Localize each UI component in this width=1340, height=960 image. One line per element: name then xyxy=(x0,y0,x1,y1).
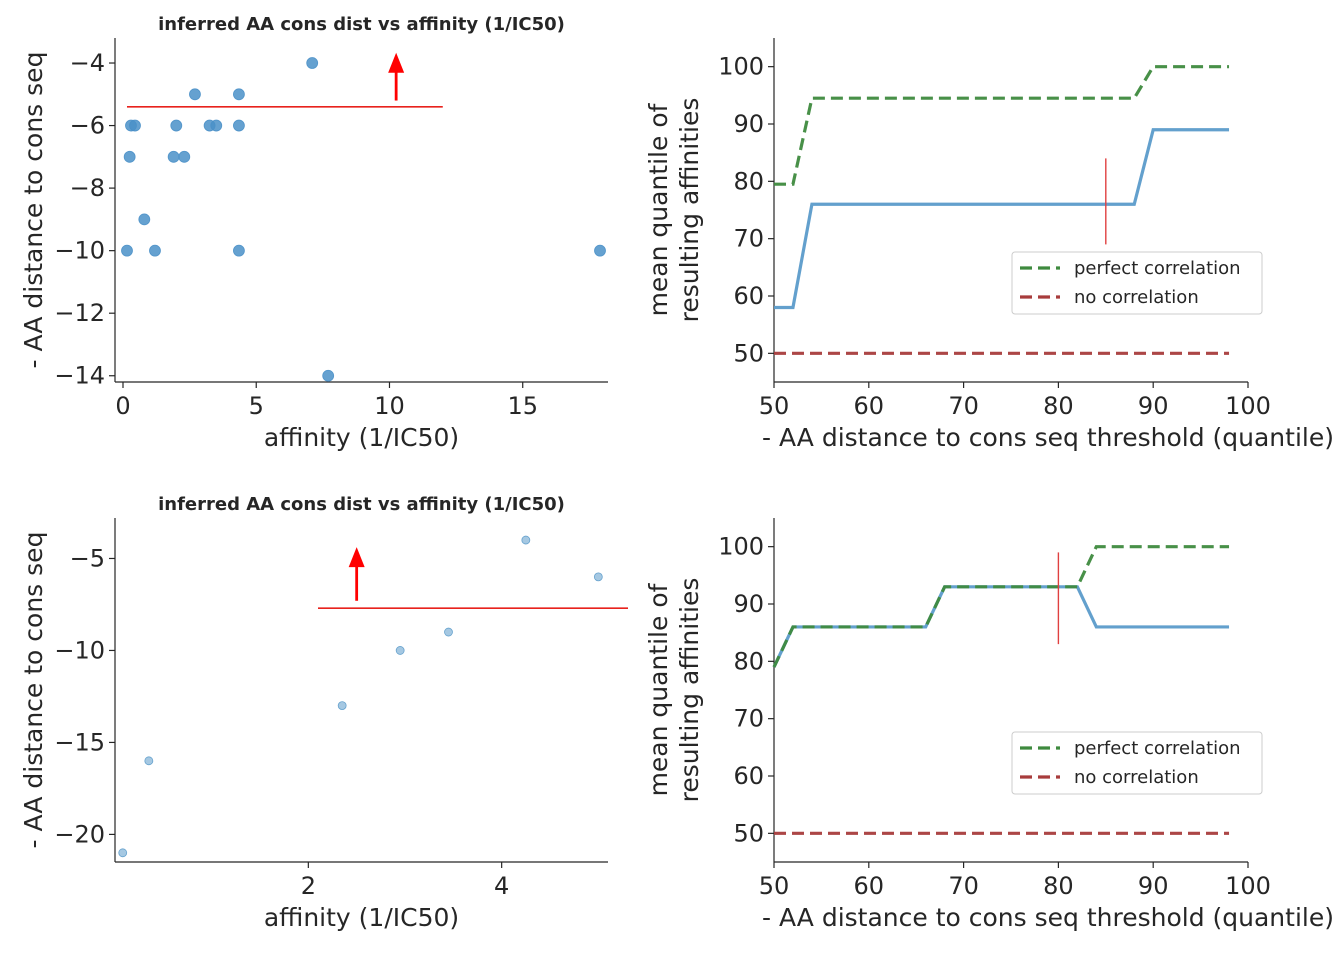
y-axis-label: - AA distance to cons seq xyxy=(19,532,48,849)
x-tick-label: 50 xyxy=(759,392,790,420)
x-axis-label: affinity (1/IC50) xyxy=(264,903,459,932)
x-tick-label: 60 xyxy=(854,392,885,420)
y-axis-label: mean quantile of xyxy=(644,582,673,796)
y-tick-label: 50 xyxy=(733,819,764,847)
threshold-arrow-head xyxy=(388,52,405,73)
y-tick-label: −10 xyxy=(54,636,105,664)
x-tick-label: 4 xyxy=(494,872,509,900)
legend: perfect correlation no correlation xyxy=(1011,731,1263,795)
scatter-point xyxy=(233,88,245,101)
x-tick-label: 100 xyxy=(1225,392,1271,420)
scatter-point xyxy=(118,848,128,858)
x-tick-label: 5 xyxy=(249,392,264,420)
scatter-point xyxy=(594,244,606,257)
y-tick-label: 80 xyxy=(733,167,764,195)
chart-title: inferred AA cons dist vs affinity (1/IC5… xyxy=(158,494,565,515)
y-tick-label: 100 xyxy=(718,53,764,81)
legend-label: no correlation xyxy=(1074,287,1199,308)
x-tick-label: 15 xyxy=(507,392,538,420)
scatter-point xyxy=(138,213,151,226)
x-axis-label: affinity (1/IC50) xyxy=(264,423,459,452)
scatter-point xyxy=(593,572,603,582)
scatter-point xyxy=(233,119,245,132)
scatter-point xyxy=(178,150,191,163)
y-tick-label: −4 xyxy=(70,49,105,77)
y-tick-label: 60 xyxy=(733,762,764,790)
scatter-point xyxy=(121,244,133,257)
scatter-point xyxy=(210,119,223,132)
x-tick-label: 10 xyxy=(374,392,405,420)
scatter-point xyxy=(149,244,161,257)
chart-top-left: 0 5 10 15 −14 −12 −10 −8 −6 −4 inferred AA cons di… xyxy=(19,14,608,452)
x-tick-label: 80 xyxy=(1043,872,1074,900)
scatter-point xyxy=(123,150,136,163)
y-tick-label: 60 xyxy=(733,282,764,310)
series-line-perfect-correlation xyxy=(774,65,1230,186)
y-tick-label: 100 xyxy=(718,533,764,561)
x-axis-label: - AA distance to cons seq threshold (qua… xyxy=(762,423,1334,452)
chart-bottom-right: 50 60 70 80 90 100 50 60 70 80 90 100 - AA distance … xyxy=(644,518,1334,932)
scatter-point xyxy=(129,119,141,132)
y-tick-label: −6 xyxy=(70,112,105,140)
x-tick-label: 100 xyxy=(1225,872,1271,900)
y-tick-label: 70 xyxy=(733,705,764,733)
y-axis-label: resulting affinities xyxy=(675,578,704,803)
legend-label: perfect correlation xyxy=(1074,738,1241,759)
y-tick-label: −15 xyxy=(54,728,105,756)
series-line-perfect-correlation xyxy=(772,545,1230,668)
scatter-point xyxy=(337,701,347,711)
y-tick-label: 90 xyxy=(733,110,764,138)
scatter-point xyxy=(521,535,531,545)
threshold-arrow-head xyxy=(348,547,365,568)
legend-box xyxy=(1011,731,1263,795)
x-tick-label: 90 xyxy=(1138,872,1169,900)
x-axis-label: - AA distance to cons seq threshold (qua… xyxy=(762,903,1334,932)
y-tick-label: −12 xyxy=(54,299,105,327)
legend-label: perfect correlation xyxy=(1074,258,1241,279)
chart-top-right: 50 60 70 80 90 100 50 60 70 80 90 100 - AA distance … xyxy=(644,38,1334,452)
scatter-point xyxy=(170,119,183,132)
y-tick-label: −10 xyxy=(54,237,105,265)
scatter-point xyxy=(144,756,154,766)
x-tick-label: 2 xyxy=(301,872,316,900)
y-tick-label: −8 xyxy=(70,174,105,202)
scatter-point xyxy=(189,88,201,101)
y-axis-label: resulting affinities xyxy=(675,98,704,323)
y-tick-label: 50 xyxy=(733,339,764,367)
x-tick-label: 0 xyxy=(115,392,130,420)
x-tick-label: 60 xyxy=(854,872,885,900)
scatter-point xyxy=(233,244,245,257)
x-tick-label: 70 xyxy=(948,872,979,900)
y-tick-label: −20 xyxy=(54,820,105,848)
x-tick-label: 70 xyxy=(948,392,979,420)
chart-title: inferred AA cons dist vs affinity (1/IC5… xyxy=(158,14,565,35)
y-tick-label: −5 xyxy=(70,544,105,572)
scatter-point xyxy=(306,57,319,69)
y-axis-label: mean quantile of xyxy=(644,102,673,316)
y-tick-label: 70 xyxy=(733,225,764,253)
series-line-observed xyxy=(774,128,1230,310)
y-tick-label: −14 xyxy=(54,362,105,390)
scatter-point xyxy=(322,369,335,382)
y-tick-label: 90 xyxy=(733,590,764,618)
legend-label: no correlation xyxy=(1074,767,1199,788)
x-tick-label: 50 xyxy=(759,872,790,900)
legend-box xyxy=(1011,251,1263,315)
x-tick-label: 90 xyxy=(1138,392,1169,420)
scatter-point xyxy=(167,150,180,163)
y-tick-label: 80 xyxy=(733,647,764,675)
scatter-point xyxy=(395,646,405,655)
legend: perfect correlation no correlation xyxy=(1011,251,1263,315)
y-axis-label: - AA distance to cons seq xyxy=(19,52,48,369)
chart-bottom-left: 2 4 −20 −15 −10 −5 inferred AA cons dist vs af… xyxy=(19,494,628,932)
x-tick-label: 80 xyxy=(1043,392,1074,420)
scatter-point xyxy=(444,627,453,637)
